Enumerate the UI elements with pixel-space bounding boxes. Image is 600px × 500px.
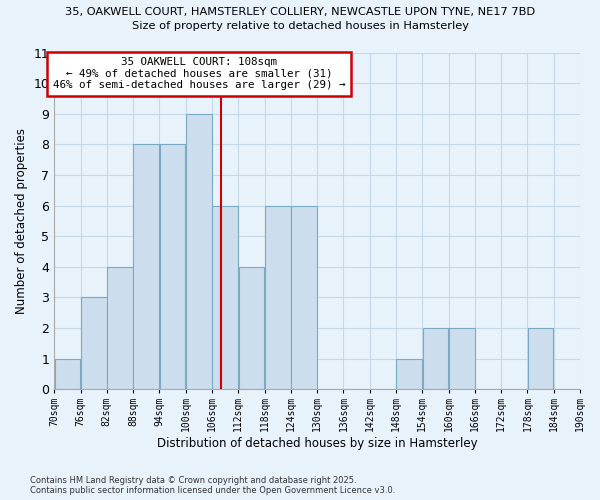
Bar	[212, 206, 238, 389]
Bar	[81, 298, 107, 389]
X-axis label: Distribution of detached houses by size in Hamsterley: Distribution of detached houses by size …	[157, 437, 478, 450]
Bar	[449, 328, 475, 389]
Bar	[265, 206, 290, 389]
Bar	[55, 358, 80, 389]
Text: 35 OAKWELL COURT: 108sqm
← 49% of detached houses are smaller (31)
46% of semi-d: 35 OAKWELL COURT: 108sqm ← 49% of detach…	[53, 57, 345, 90]
Bar	[291, 206, 317, 389]
Bar	[107, 267, 133, 389]
Bar	[160, 144, 185, 389]
Text: Contains HM Land Registry data © Crown copyright and database right 2025.
Contai: Contains HM Land Registry data © Crown c…	[30, 476, 395, 495]
Bar	[396, 358, 422, 389]
Y-axis label: Number of detached properties: Number of detached properties	[15, 128, 28, 314]
Bar	[422, 328, 448, 389]
Text: 35, OAKWELL COURT, HAMSTERLEY COLLIERY, NEWCASTLE UPON TYNE, NE17 7BD: 35, OAKWELL COURT, HAMSTERLEY COLLIERY, …	[65, 8, 535, 18]
Bar	[186, 114, 212, 389]
Bar	[239, 267, 265, 389]
Text: Size of property relative to detached houses in Hamsterley: Size of property relative to detached ho…	[131, 21, 469, 31]
Bar	[527, 328, 553, 389]
Bar	[133, 144, 159, 389]
